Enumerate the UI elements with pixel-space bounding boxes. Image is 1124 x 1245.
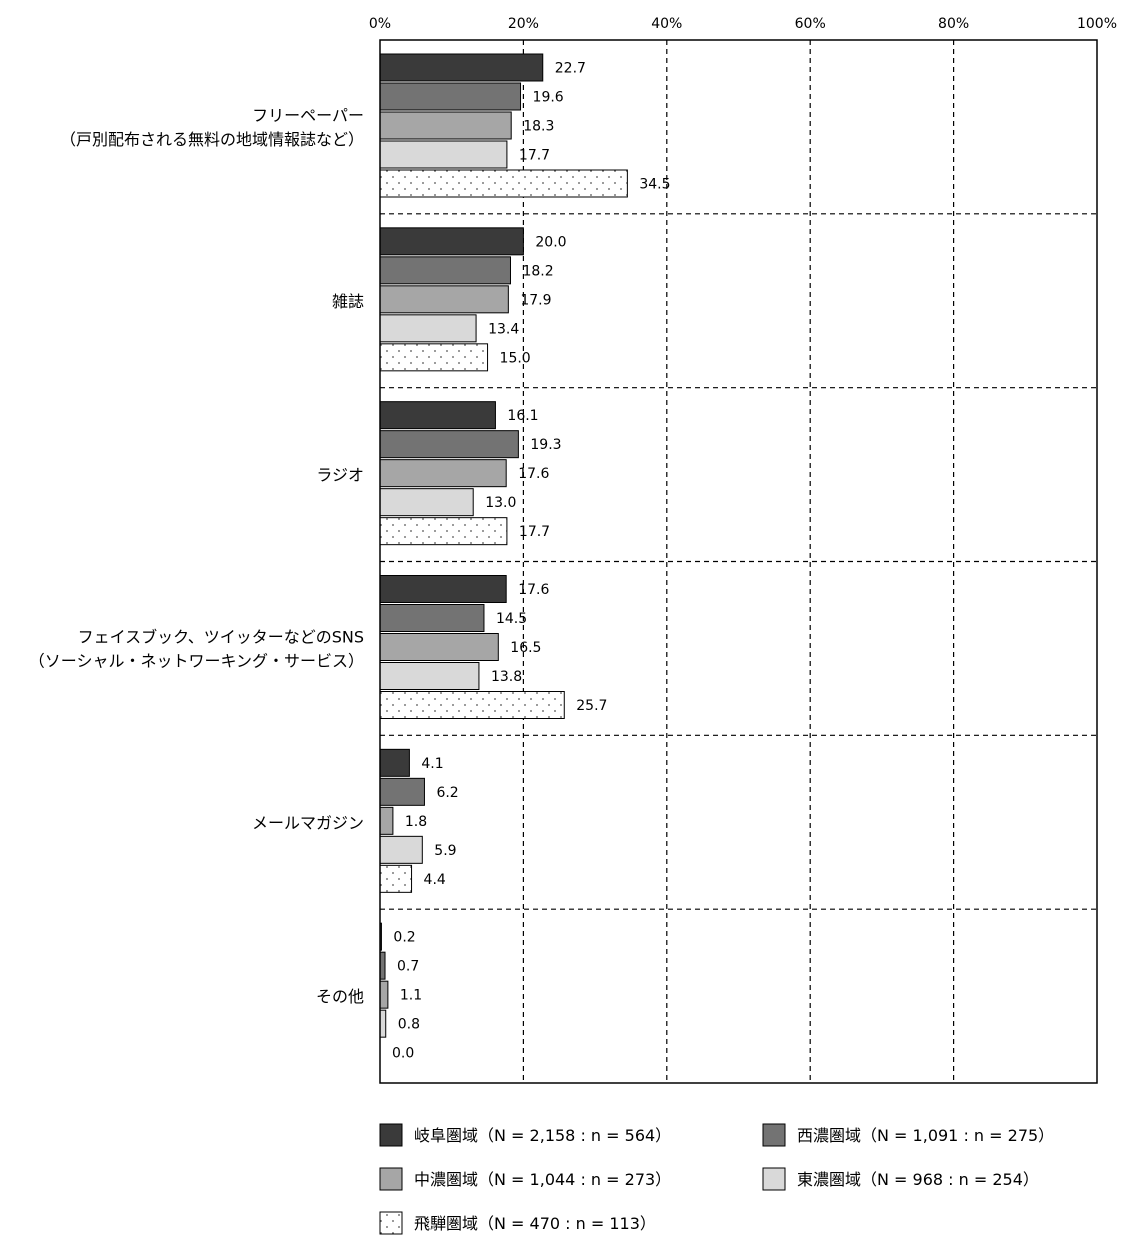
x-tick-label: 40% <box>651 16 682 32</box>
data-label: 25.7 <box>576 698 607 714</box>
bar <box>379 169 628 198</box>
data-label: 13.8 <box>491 669 522 685</box>
bar <box>379 951 386 980</box>
bar <box>379 777 425 806</box>
data-label: 20.0 <box>535 234 566 250</box>
category-label: 雑誌 <box>332 292 364 311</box>
data-label: 19.6 <box>533 90 564 106</box>
category-label: （戸別配布される無料の地域情報誌など） <box>60 130 364 149</box>
bar <box>379 748 410 777</box>
bar <box>379 604 485 632</box>
legend-swatch <box>379 1167 403 1191</box>
x-tick-label: 20% <box>508 16 539 32</box>
data-label: 0.0 <box>392 1046 414 1062</box>
bar <box>379 633 499 661</box>
labels: 0% 20% 40% 60% 80% 100% 22.7 19.6 18.3 17.7 34.5 フリ… <box>29 16 1117 1062</box>
x-tick-label: 60% <box>795 16 826 32</box>
data-label: 0.7 <box>397 959 419 975</box>
data-label: 18.2 <box>522 263 553 279</box>
x-tick-label: 100% <box>1077 16 1117 32</box>
bar <box>379 53 544 82</box>
category-label: フリーペーパー <box>252 106 364 125</box>
bar <box>379 82 522 111</box>
category-label: メールマガジン <box>252 813 364 832</box>
data-label: 0.8 <box>398 1017 420 1033</box>
data-label: 34.5 <box>639 177 670 193</box>
bar <box>379 1009 387 1038</box>
bar <box>379 256 511 285</box>
category-label: （ソーシャル・ネットワーキング・サービス） <box>29 651 364 670</box>
bar <box>379 111 512 140</box>
bar <box>379 343 489 372</box>
legend-label: 東濃圏域（N = 968 : n = 254） <box>797 1170 1039 1189</box>
bar <box>379 401 496 430</box>
bar <box>379 575 507 603</box>
legend-label: 飛騨圏域（N = 470 : n = 113） <box>414 1214 656 1233</box>
bar <box>379 806 394 835</box>
legend-swatch <box>379 1211 403 1235</box>
data-label: 17.6 <box>518 582 549 598</box>
data-label: 13.4 <box>488 321 519 337</box>
bars <box>379 53 628 1038</box>
bar <box>379 459 507 488</box>
plot-frame <box>379 39 1098 1084</box>
legend-swatch <box>762 1167 786 1191</box>
bar <box>379 314 477 343</box>
bar <box>379 980 389 1009</box>
legend-label: 西濃圏域（N = 1,091 : n = 275） <box>797 1126 1054 1145</box>
grid <box>380 40 1097 1083</box>
data-label: 17.6 <box>518 466 549 482</box>
data-label: 22.7 <box>555 61 586 77</box>
data-label: 17.9 <box>520 292 551 308</box>
category-label: フェイスブック、ツイッターなどのSNS <box>78 627 364 646</box>
legend-label: 岐阜圏域（N = 2,158 : n = 564） <box>414 1126 671 1145</box>
legend-label: 中濃圏域（N = 1,044 : n = 273） <box>414 1170 671 1189</box>
data-label: 16.5 <box>510 640 541 656</box>
bar <box>379 691 565 719</box>
x-tick-label: 0% <box>369 16 391 32</box>
bar <box>379 285 509 314</box>
data-label: 18.3 <box>523 119 554 135</box>
bar <box>379 227 524 256</box>
category-label: ラジオ <box>316 466 364 485</box>
data-label: 6.2 <box>436 785 458 801</box>
legend-swatch <box>762 1123 786 1147</box>
bar <box>379 864 413 893</box>
bar <box>379 662 480 690</box>
data-label: 1.1 <box>400 988 422 1004</box>
data-label: 16.1 <box>507 408 538 424</box>
bar <box>379 835 423 864</box>
data-label: 4.4 <box>424 872 446 888</box>
bar <box>379 488 474 517</box>
data-label: 17.7 <box>519 524 550 540</box>
legend-swatch <box>379 1123 403 1147</box>
category-label: その他 <box>316 987 364 1006</box>
data-label: 17.7 <box>519 148 550 164</box>
data-label: 19.3 <box>530 437 561 453</box>
data-label: 1.8 <box>405 814 427 830</box>
data-label: 4.1 <box>421 756 443 772</box>
legend: 岐阜圏域（N = 2,158 : n = 564） 西濃圏域（N = 1,091 … <box>379 1123 1054 1235</box>
bar <box>379 140 508 169</box>
data-label: 0.2 <box>393 930 415 946</box>
bar <box>379 517 508 546</box>
x-tick-label: 80% <box>938 16 969 32</box>
bar <box>379 430 519 459</box>
data-label: 15.0 <box>500 350 531 366</box>
data-label: 13.0 <box>485 495 516 511</box>
data-label: 5.9 <box>434 843 456 859</box>
data-label: 14.5 <box>496 611 527 627</box>
